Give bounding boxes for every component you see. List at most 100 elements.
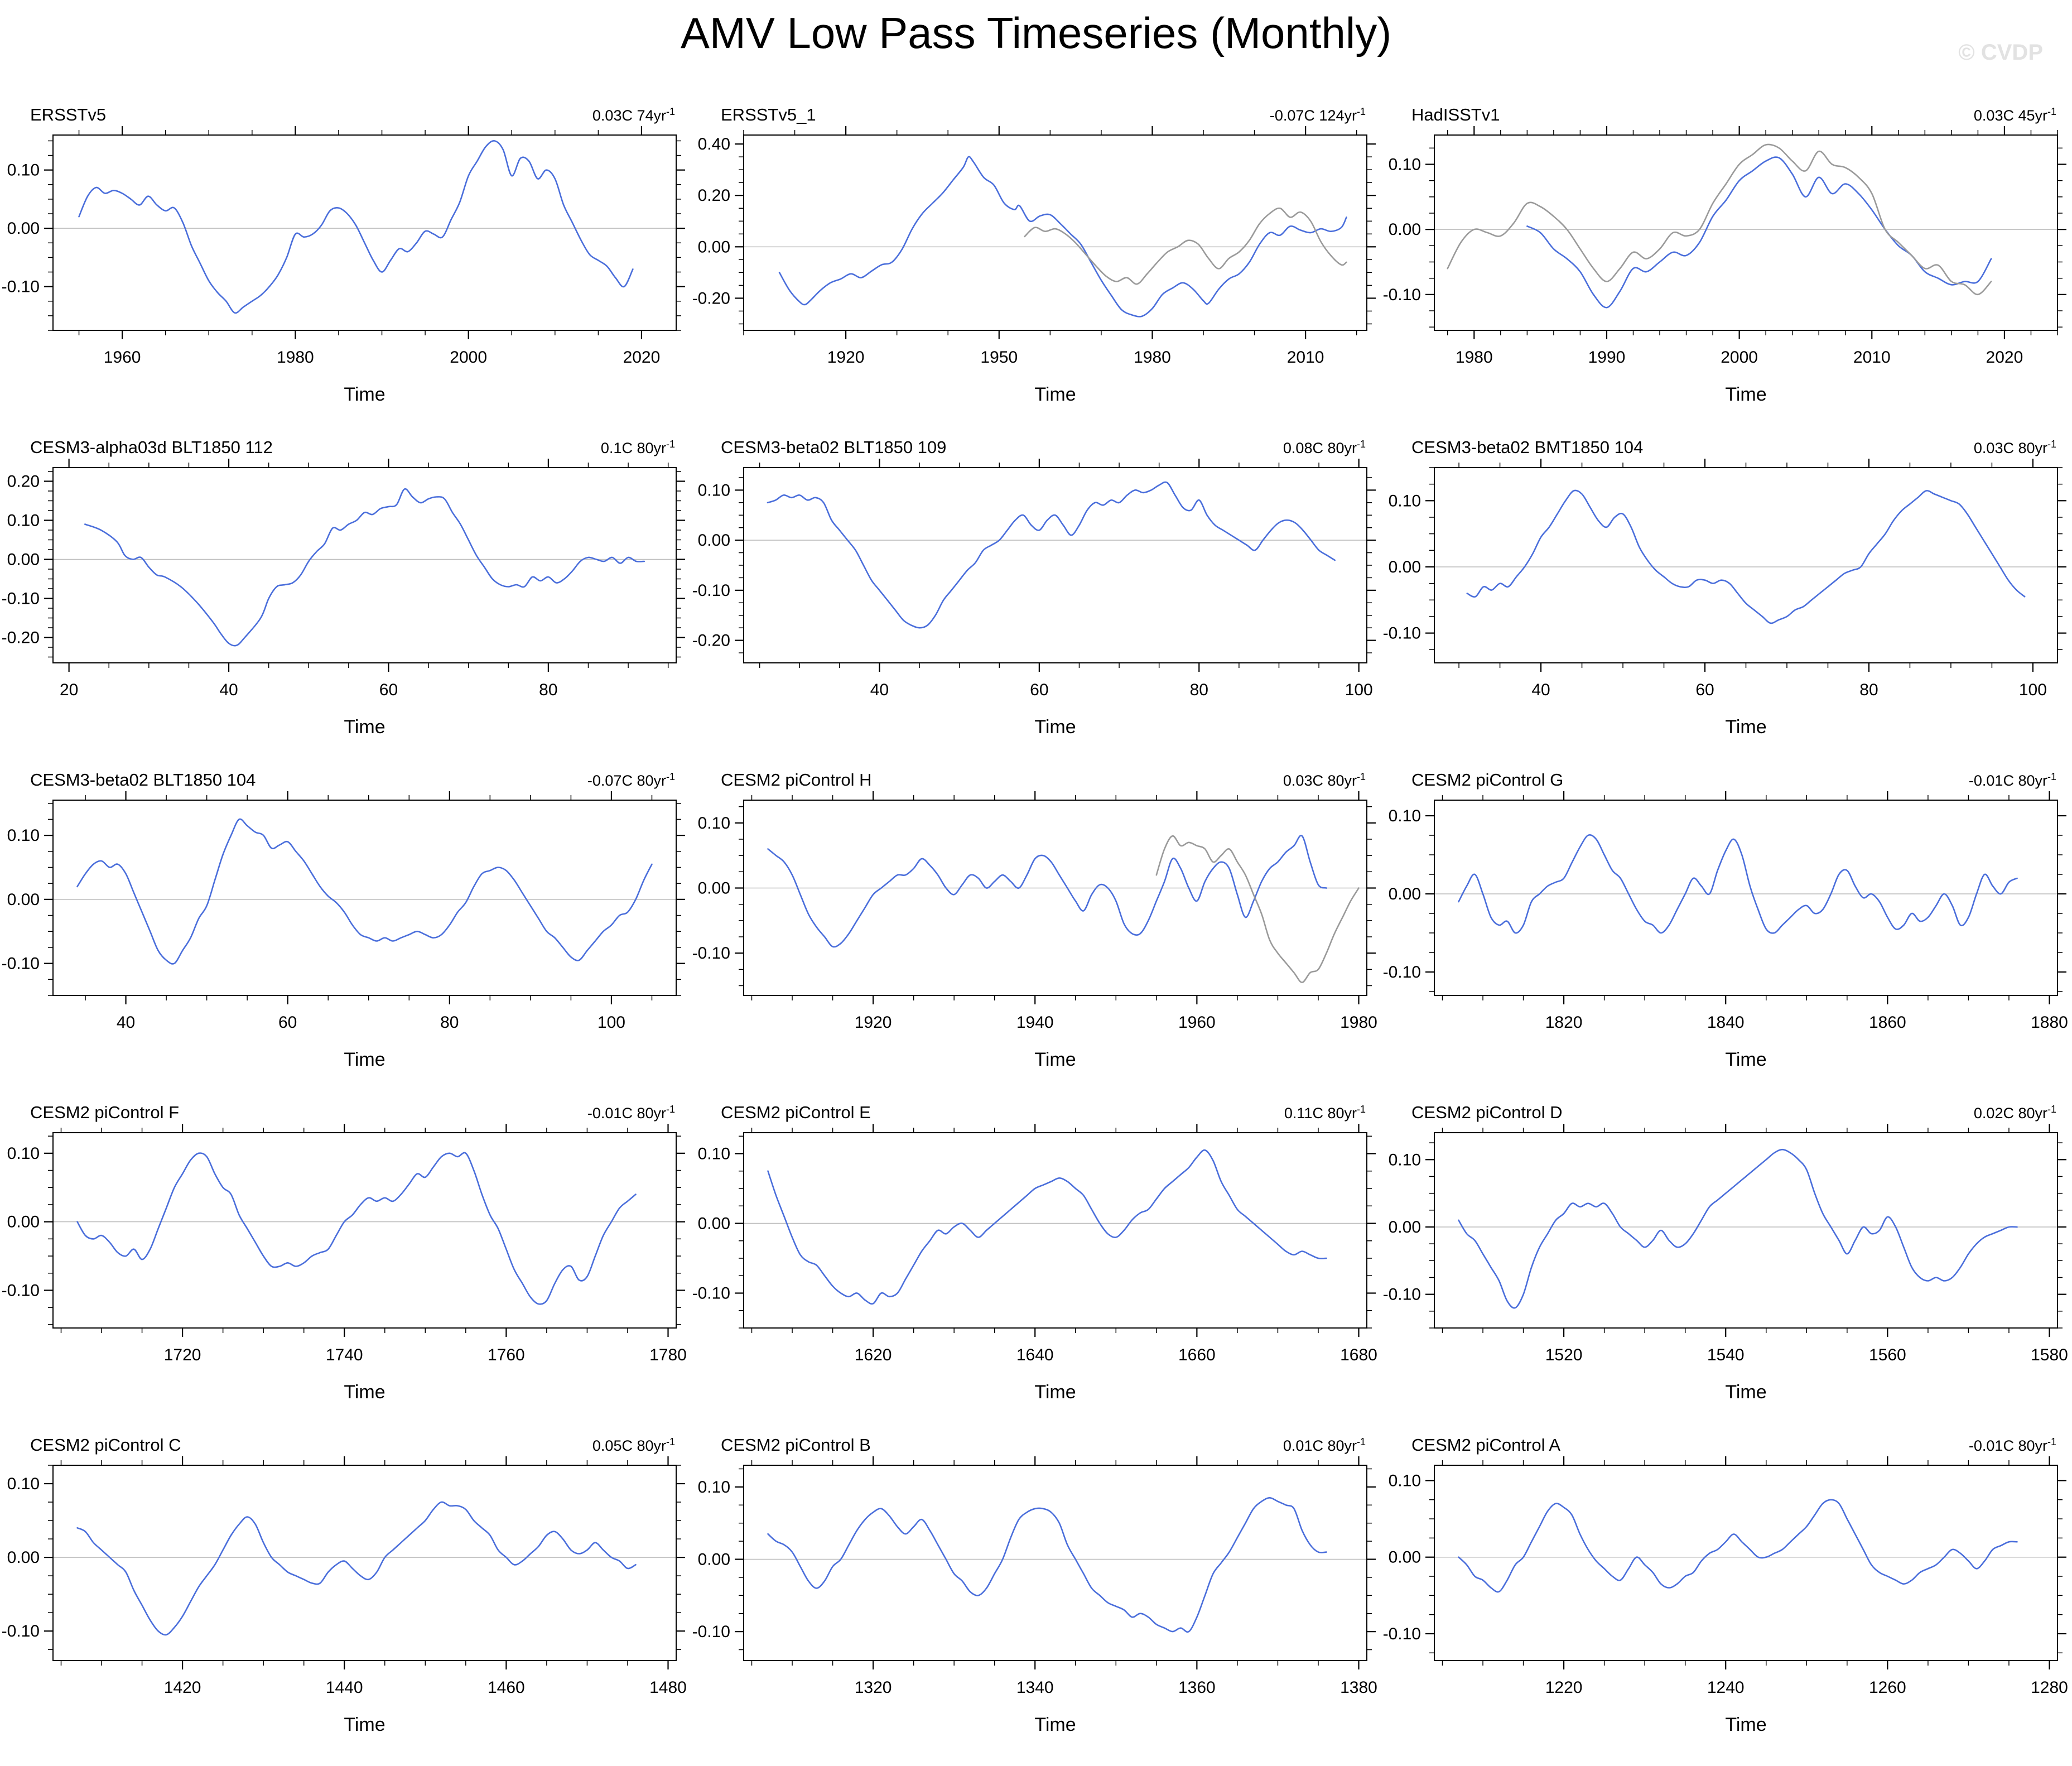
trend-exponent: -1 <box>666 106 675 117</box>
svg-text:80: 80 <box>1859 681 1878 699</box>
panel-title: CESM2 piControl F <box>30 1103 180 1122</box>
svg-text:1880: 1880 <box>2031 1013 2068 1032</box>
svg-text:-0.10: -0.10 <box>692 581 730 600</box>
svg-text:-0.10: -0.10 <box>2 278 40 296</box>
panel-title: CESM3-beta02 BLT1850 104 <box>30 770 256 790</box>
svg-text:-0.20: -0.20 <box>692 289 730 307</box>
svg-text:0.10: 0.10 <box>7 512 40 530</box>
svg-text:60: 60 <box>1695 681 1714 699</box>
panel-cesm3-alpha03d-blt1850-112: CESM3-alpha03d BLT1850 112 0.1C 80yr-1 2… <box>0 432 691 764</box>
svg-text:1940: 1940 <box>1016 1013 1054 1032</box>
svg-text:-0.10: -0.10 <box>2 955 40 973</box>
svg-text:2010: 2010 <box>1853 348 1891 367</box>
svg-text:0.00: 0.00 <box>698 238 730 256</box>
trend-value: -0.07C 124yr <box>1269 107 1357 124</box>
svg-text:60: 60 <box>278 1013 297 1032</box>
svg-text:40: 40 <box>1531 681 1550 699</box>
svg-text:80: 80 <box>539 681 557 699</box>
trend-exponent: -1 <box>1356 439 1366 450</box>
svg-text:1720: 1720 <box>164 1346 201 1364</box>
trend-exponent: -1 <box>666 771 675 782</box>
panel-title: CESM3-beta02 BLT1850 109 <box>721 437 947 457</box>
trend-value: -0.01C 80yr <box>1968 772 2047 789</box>
timeseries-chart: 1220 1240 1260 1280 0.10 0.00 -0.10 Time <box>1383 1456 2068 1735</box>
svg-text:2000: 2000 <box>450 348 487 367</box>
trend-exponent: -1 <box>2047 106 2056 117</box>
svg-text:0.10: 0.10 <box>1389 492 1421 510</box>
svg-text:2010: 2010 <box>1287 348 1324 367</box>
panel-title: CESM2 piControl A <box>1411 1435 1561 1455</box>
trend-annotation: 0.02C 80yr-1 <box>1974 1104 2056 1122</box>
svg-text:1740: 1740 <box>326 1346 363 1364</box>
panel-cesm2-picontrol-e: CESM2 piControl E 0.11C 80yr-1 1620 1640 1… <box>691 1097 1381 1430</box>
timeseries-chart: 1320 1340 1360 1380 0.10 0.00 -0.10 Time <box>692 1456 1377 1735</box>
svg-text:0.40: 0.40 <box>698 135 730 153</box>
panel-cesm2-picontrol-f: CESM2 piControl F -0.01C 80yr-1 1720 1740… <box>0 1097 691 1430</box>
svg-text:2020: 2020 <box>1986 348 2023 367</box>
svg-text:40: 40 <box>219 681 238 699</box>
svg-text:Time: Time <box>344 384 385 405</box>
svg-text:Time: Time <box>1725 1382 1766 1403</box>
svg-text:0.00: 0.00 <box>7 1213 40 1231</box>
trend-exponent: -1 <box>666 1104 675 1115</box>
svg-text:-0.20: -0.20 <box>2 629 40 647</box>
svg-text:0.00: 0.00 <box>698 1551 730 1569</box>
svg-text:80: 80 <box>440 1013 459 1032</box>
trend-annotation: -0.01C 80yr-1 <box>1969 771 2056 790</box>
svg-text:0.00: 0.00 <box>1389 1218 1421 1236</box>
svg-text:0.00: 0.00 <box>7 891 40 909</box>
timeseries-chart: 1920 1950 1980 2010 0.40 0.20 0.00 -0.20 Time <box>692 126 1376 405</box>
panel-title: CESM2 piControl C <box>30 1435 181 1455</box>
svg-text:-0.10: -0.10 <box>1383 1286 1421 1304</box>
trend-value: 0.03C 74yr <box>592 107 666 124</box>
trend-annotation: 0.1C 80yr-1 <box>601 439 675 457</box>
svg-text:1660: 1660 <box>1178 1346 1216 1364</box>
svg-text:0.10: 0.10 <box>698 814 730 833</box>
svg-text:1820: 1820 <box>1545 1013 1583 1032</box>
svg-text:-0.10: -0.10 <box>1383 963 1421 981</box>
trend-exponent: -1 <box>1356 1436 1366 1447</box>
trend-value: 0.1C 80yr <box>600 440 666 456</box>
svg-text:0.10: 0.10 <box>7 826 40 845</box>
trend-value: 0.03C 80yr <box>1283 772 1357 789</box>
svg-text:Time: Time <box>344 1049 385 1070</box>
svg-text:1990: 1990 <box>1588 348 1626 367</box>
svg-text:-0.10: -0.10 <box>1383 1625 1421 1643</box>
svg-text:1380: 1380 <box>1340 1678 1377 1697</box>
svg-text:0.00: 0.00 <box>7 551 40 569</box>
trend-annotation: -0.01C 80yr-1 <box>1969 1436 2056 1455</box>
svg-text:Time: Time <box>1034 716 1076 738</box>
svg-text:1240: 1240 <box>1707 1678 1745 1697</box>
svg-text:Time: Time <box>1034 384 1076 405</box>
svg-text:100: 100 <box>597 1013 625 1032</box>
svg-text:Time: Time <box>1725 716 1766 738</box>
svg-text:0.00: 0.00 <box>1389 1548 1421 1567</box>
svg-text:1220: 1220 <box>1545 1678 1583 1697</box>
panel-title: ERSSTv5 <box>30 105 107 124</box>
panel-cesm3-beta02-blt1850-109: CESM3-beta02 BLT1850 109 0.08C 80yr-1 40… <box>691 432 1381 764</box>
svg-text:-0.10: -0.10 <box>2 1622 40 1640</box>
trend-value: -0.07C 80yr <box>587 772 666 789</box>
svg-text:100: 100 <box>2019 681 2047 699</box>
svg-text:0.00: 0.00 <box>698 1215 730 1233</box>
svg-text:0.00: 0.00 <box>698 531 730 550</box>
svg-text:1360: 1360 <box>1178 1678 1216 1697</box>
timeseries-chart: 20 40 60 80 0.20 0.10 0.00 -0.10 -0.20 Time <box>2 459 685 738</box>
trend-value: 0.05C 80yr <box>592 1437 666 1454</box>
svg-text:0.00: 0.00 <box>1389 220 1421 239</box>
trend-exponent: -1 <box>2047 1104 2056 1115</box>
svg-text:0.10: 0.10 <box>1389 1151 1421 1169</box>
timeseries-chart: 40 60 80 100 0.10 0.00 -0.10 Time <box>2 791 685 1070</box>
svg-text:-0.10: -0.10 <box>692 944 730 963</box>
svg-text:1840: 1840 <box>1707 1013 1745 1032</box>
panel-hadisstv1: HadISSTv1 0.03C 45yr-1 1980 1990 2000 2010 2… <box>1381 99 2072 432</box>
svg-text:Time: Time <box>1034 1714 1076 1735</box>
svg-text:1980: 1980 <box>1456 348 1493 367</box>
timeseries-chart: 1720 1740 1760 1780 0.10 0.00 -0.10 Time <box>2 1124 687 1403</box>
svg-text:-0.10: -0.10 <box>692 1284 730 1303</box>
panel-cesm2-picontrol-h: CESM2 piControl H 0.03C 80yr-1 1920 1940 1… <box>691 764 1381 1097</box>
svg-text:0.20: 0.20 <box>698 186 730 205</box>
svg-text:Time: Time <box>1725 384 1766 405</box>
svg-text:1920: 1920 <box>827 348 865 367</box>
